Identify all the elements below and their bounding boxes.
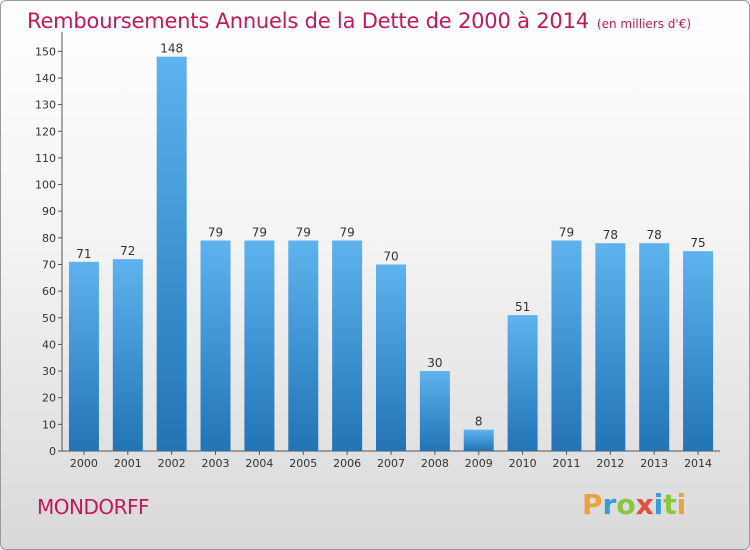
bar — [639, 243, 670, 451]
data-label: 79 — [252, 226, 267, 240]
data-label: 30 — [427, 356, 442, 370]
data-label: 70 — [383, 249, 398, 263]
x-tick-label: 2005 — [289, 457, 317, 470]
x-tick-label: 2000 — [70, 457, 98, 470]
y-tick-label: 130 — [35, 99, 56, 112]
chart-unit: (en milliers d'€) — [596, 17, 692, 31]
chart-bars — [68, 56, 714, 451]
x-tick-label: 2012 — [596, 457, 624, 470]
x-tick-label: 2014 — [684, 457, 712, 470]
logo-letter: i — [653, 488, 664, 521]
y-tick-label: 10 — [42, 418, 56, 431]
y-tick-label: 80 — [42, 232, 56, 245]
x-tick-label: 2009 — [465, 457, 493, 470]
x-tick-label: 2002 — [158, 457, 186, 470]
y-tick-label: 40 — [42, 338, 56, 351]
x-tick-label: 2001 — [114, 457, 142, 470]
bar — [156, 56, 187, 451]
x-tick-label: 2011 — [552, 457, 580, 470]
logo-letter: r — [602, 488, 617, 521]
x-tick-label: 2006 — [333, 457, 361, 470]
y-tick-label: 100 — [35, 179, 56, 192]
bar — [551, 240, 582, 451]
chart-data-labels: 71 72 148 79 79 79 79 70 30 8 51 79 78 78 75 — [76, 42, 705, 429]
y-tick-label: 60 — [42, 285, 56, 298]
y-tick-label: 110 — [35, 152, 56, 165]
y-tick-label: 120 — [35, 125, 56, 138]
data-label: 51 — [515, 300, 530, 314]
bar — [288, 240, 319, 451]
y-tick-label: 90 — [42, 205, 56, 218]
chart-title: Remboursements Annuels de la Dette de 20… — [27, 9, 589, 33]
bar — [68, 261, 99, 451]
y-tick-label: 150 — [35, 45, 56, 58]
bar — [683, 251, 714, 451]
data-label: 148 — [160, 42, 183, 56]
logo-letter: t — [663, 488, 677, 521]
data-label: 79 — [559, 226, 574, 240]
bar — [463, 429, 494, 451]
bar — [376, 264, 406, 451]
data-label: 72 — [120, 244, 135, 258]
chart-axes: 0 10 20 30 40 50 60 70 80 90 100 110 120 130 140 150 200… — [35, 32, 720, 470]
chart-title-block: Remboursements Annuels de la Dette de 20… — [27, 9, 691, 33]
bar — [595, 243, 626, 451]
bar — [419, 371, 450, 451]
bar — [112, 259, 143, 451]
bar — [244, 240, 275, 451]
y-tick-label: 50 — [42, 312, 56, 325]
data-label: 71 — [76, 247, 91, 261]
data-label: 79 — [339, 226, 354, 240]
x-tick-label: 2004 — [245, 457, 273, 470]
y-tick-label: 70 — [42, 258, 56, 271]
commune-name: MONDORFF — [37, 495, 150, 519]
bar — [507, 315, 538, 451]
x-tick-label: 2007 — [377, 457, 405, 470]
x-tick-label: 2013 — [640, 457, 668, 470]
data-label: 79 — [296, 226, 311, 240]
data-label: 75 — [690, 236, 705, 250]
y-tick-label: 140 — [35, 72, 56, 85]
bar — [200, 240, 231, 451]
y-tick-label: 30 — [42, 365, 56, 378]
proxiti-logo: Proxiti — [582, 488, 686, 521]
logo-letter: x — [635, 488, 654, 521]
data-label: 79 — [208, 226, 223, 240]
x-tick-label: 2008 — [421, 457, 449, 470]
x-tick-label: 2010 — [509, 457, 537, 470]
data-label: 78 — [603, 228, 618, 242]
data-label: 8 — [475, 415, 483, 429]
logo-letter: o — [616, 488, 636, 521]
data-label: 78 — [647, 228, 662, 242]
logo-letter: i — [676, 488, 687, 521]
x-tick-label: 2003 — [202, 457, 230, 470]
y-tick-label: 20 — [42, 392, 56, 405]
logo-letter: P — [582, 488, 603, 521]
y-tick-label: 0 — [49, 445, 56, 458]
bar — [332, 240, 363, 451]
